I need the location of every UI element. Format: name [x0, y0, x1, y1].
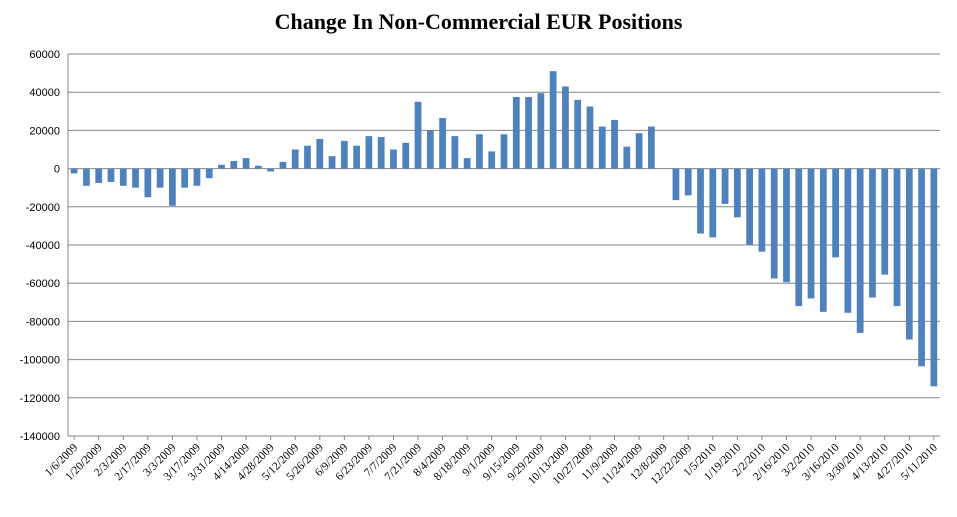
bar: [144, 168, 152, 198]
bar: [648, 126, 655, 169]
y-tick-label: -40000: [26, 240, 60, 252]
y-tick-label: 60000: [29, 49, 60, 61]
bar: [905, 168, 913, 340]
bar: [672, 168, 680, 201]
bar: [439, 117, 446, 169]
bar: [156, 168, 164, 188]
bar: [549, 71, 557, 169]
bar: [525, 96, 532, 169]
bar: [476, 134, 483, 169]
bar: [451, 136, 459, 169]
bar: [316, 138, 324, 169]
chart-title: Change In Non-Commercial EUR Positions: [274, 9, 683, 34]
bar: [328, 156, 336, 169]
bar: [242, 158, 250, 169]
bar: [70, 168, 78, 174]
bar: [930, 168, 938, 387]
bar: [377, 137, 385, 169]
bar: [881, 168, 889, 275]
y-tick-label: -60000: [26, 278, 60, 290]
bar: [279, 161, 287, 169]
bar: [463, 158, 471, 169]
bar: [512, 96, 520, 169]
bar: [918, 168, 925, 367]
bar: [856, 168, 864, 333]
bar: [635, 133, 643, 169]
bar: [770, 168, 778, 279]
y-tick-label: -140000: [20, 431, 60, 443]
y-tick-label: -80000: [26, 316, 60, 328]
bar: [562, 86, 569, 169]
bar: [95, 168, 103, 183]
bar: [574, 99, 582, 169]
bar: [611, 119, 618, 169]
bar: [721, 168, 729, 204]
bar: [402, 142, 410, 169]
bar: [623, 146, 631, 169]
bar: [488, 151, 496, 169]
bar: [844, 168, 852, 313]
bar: [218, 164, 225, 169]
bar: [291, 149, 299, 169]
bar: [537, 93, 545, 169]
y-tick-label: 40000: [29, 87, 60, 99]
bar: [107, 168, 115, 182]
y-tick-label: -120000: [20, 393, 60, 405]
bar: [733, 168, 741, 218]
bar: [869, 168, 876, 298]
bar: [254, 165, 262, 169]
bar: [205, 168, 213, 179]
y-tick-label: 20000: [29, 125, 60, 137]
bar: [795, 168, 803, 307]
bar: [304, 145, 311, 169]
bar: [414, 101, 422, 169]
bar: [230, 160, 238, 169]
bar: [697, 168, 704, 234]
y-tick-label: -20000: [26, 202, 60, 214]
bar: [83, 168, 90, 186]
bar: [684, 168, 692, 196]
bar: [132, 168, 139, 188]
bar: [340, 140, 348, 169]
bar: [586, 106, 594, 169]
bar: [119, 168, 127, 186]
bar: [807, 168, 815, 299]
bar: [783, 168, 790, 283]
bar: [709, 168, 717, 238]
bar: [598, 126, 606, 169]
bar: [500, 134, 508, 169]
y-tick-label: 0: [54, 164, 60, 176]
bar: [353, 145, 360, 169]
bar: [193, 168, 201, 186]
bar: [758, 168, 766, 252]
bar: [267, 168, 275, 172]
bar: [893, 168, 901, 307]
bar: [365, 136, 373, 169]
bar: [181, 168, 189, 188]
bar: [832, 168, 839, 258]
bar: [819, 168, 827, 312]
bar: [746, 168, 754, 245]
bar: [426, 130, 434, 169]
bar: [169, 168, 176, 206]
bar: [390, 149, 397, 169]
y-tick-label: -100000: [20, 355, 60, 367]
